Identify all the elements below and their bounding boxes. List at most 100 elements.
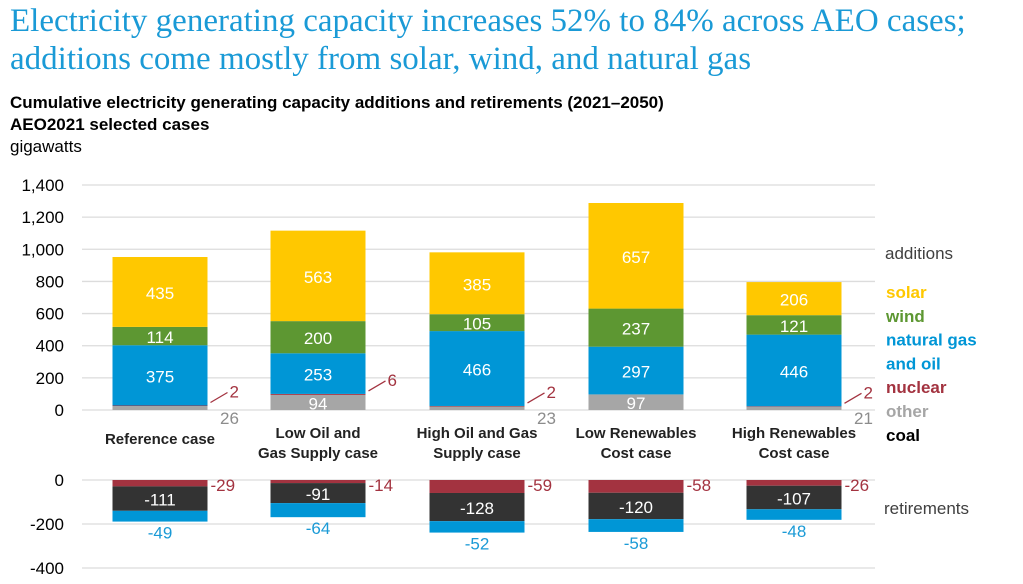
bar-retire-coal <box>112 486 208 511</box>
bar-natural-gas-and-oil <box>270 353 366 394</box>
y-tick-label: 0 <box>55 401 64 420</box>
leader-line <box>527 392 545 404</box>
data-label: -128 <box>460 499 494 518</box>
leader-line <box>844 392 862 404</box>
data-label: 26 <box>220 409 239 428</box>
bar-natural-gas-and-oil <box>429 331 525 406</box>
legend-item-and-oil: and oil <box>886 354 941 373</box>
y-tick-label: 1,200 <box>21 208 64 227</box>
chart-subtitle: AEO2021 selected cases <box>10 115 210 134</box>
data-label: 563 <box>304 268 332 287</box>
category-label: Reference case <box>105 431 215 448</box>
bar-retire-natural-gas-and-oil <box>746 509 842 520</box>
legend-item-other: other <box>886 402 929 421</box>
bar-retire-nuclear <box>588 480 684 493</box>
data-label: -107 <box>777 489 811 508</box>
data-label: -58 <box>624 534 649 553</box>
legend-item-solar: solar <box>886 283 927 302</box>
data-label: 94 <box>309 394 328 413</box>
bar-other <box>429 406 525 410</box>
bar-retire-natural-gas-and-oil <box>270 503 366 518</box>
bar-retire-coal <box>429 492 525 522</box>
data-label: 121 <box>780 317 808 336</box>
bar-other <box>746 406 842 410</box>
bar-wind <box>112 326 208 346</box>
data-label: -64 <box>306 519 331 538</box>
data-label: -14 <box>369 476 394 495</box>
data-label: 105 <box>463 315 491 334</box>
bar-nuclear <box>112 405 208 406</box>
chart-title: Cumulative electricity generating capaci… <box>10 93 664 112</box>
bar-retire-natural-gas-and-oil <box>588 519 684 532</box>
y-tick-label: 200 <box>36 369 64 388</box>
bar-wind <box>746 315 842 335</box>
bar-retire-natural-gas-and-oil <box>112 510 208 522</box>
legend-item-natural-gas: natural gas <box>886 331 977 350</box>
y-tick-label: 400 <box>36 337 64 356</box>
y-tick-label: 1,000 <box>21 240 64 259</box>
category-label: Gas Supply case <box>258 445 378 462</box>
bar-nuclear <box>270 393 366 395</box>
bar-wind <box>588 308 684 347</box>
y-tick-label: 1,400 <box>21 176 64 195</box>
data-label: 2 <box>230 383 239 402</box>
bar-natural-gas-and-oil <box>112 345 208 406</box>
data-label: 435 <box>146 284 174 303</box>
bar-other <box>588 394 684 410</box>
category-label: Supply case <box>433 445 521 462</box>
bar-solar <box>588 203 684 309</box>
y-tick-label: 600 <box>36 305 64 324</box>
bar-retire-coal <box>588 492 684 520</box>
data-label: -111 <box>144 491 176 510</box>
data-label: -52 <box>465 535 490 554</box>
data-label: -49 <box>148 524 173 543</box>
category-label: High Renewables <box>732 425 856 442</box>
bar-retire-coal <box>746 485 842 510</box>
data-label: -29 <box>211 476 236 495</box>
data-label: 385 <box>463 275 491 294</box>
data-label: -26 <box>845 476 870 495</box>
y-tick-label: 0 <box>55 471 64 490</box>
legend-item-wind: wind <box>885 307 925 326</box>
data-label: -120 <box>619 498 653 517</box>
category-label: Cost case <box>601 445 672 462</box>
data-label: 206 <box>780 291 808 310</box>
data-label: 297 <box>622 363 650 382</box>
data-label: 237 <box>622 320 650 339</box>
leader-line <box>210 391 228 404</box>
bar-retire-nuclear <box>112 480 208 487</box>
data-label: 253 <box>304 366 332 385</box>
bar-nuclear <box>746 406 842 407</box>
y-axis-label: gigawatts <box>10 137 82 156</box>
bar-retire-nuclear <box>270 480 366 484</box>
y-tick-label: -400 <box>30 559 64 578</box>
data-label: -59 <box>528 476 553 495</box>
bar-retire-nuclear <box>746 480 842 486</box>
data-label: 23 <box>537 409 556 428</box>
category-label: Low Oil and <box>276 425 361 442</box>
bar-retire-nuclear <box>429 480 525 493</box>
leader-line <box>368 380 386 392</box>
bar-wind <box>270 321 366 354</box>
data-label: -58 <box>687 476 712 495</box>
data-label: 6 <box>388 371 397 390</box>
bar-natural-gas-and-oil <box>746 334 842 407</box>
bar-wind <box>429 314 525 332</box>
category-label: High Oil and Gas <box>417 425 538 442</box>
data-label: 2 <box>547 383 556 402</box>
y-tick-label: 800 <box>36 272 64 291</box>
data-label: 114 <box>146 328 173 347</box>
retirements-label: retirements <box>884 499 969 518</box>
bar-solar <box>746 282 842 316</box>
slide-title: Electricity generating capacity increase… <box>10 3 966 77</box>
bar-solar <box>112 257 208 327</box>
bar-solar <box>270 230 366 322</box>
legend-item-nuclear: nuclear <box>886 378 947 397</box>
bar-solar <box>429 252 525 315</box>
bar-nuclear <box>429 405 525 407</box>
data-label: 657 <box>622 248 650 267</box>
bar-retire-natural-gas-and-oil <box>429 521 525 533</box>
legend-item-coal: coal <box>886 426 920 445</box>
data-label: 21 <box>854 409 873 428</box>
